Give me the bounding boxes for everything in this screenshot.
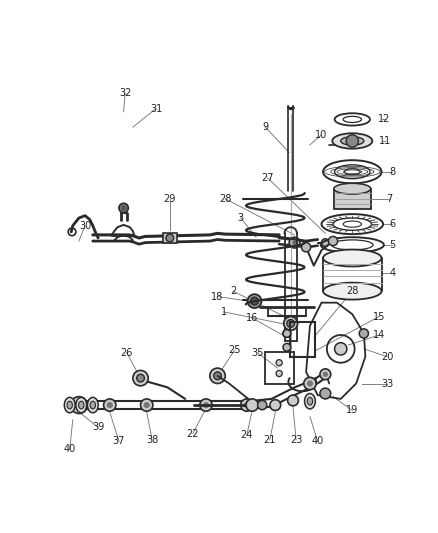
Text: 28: 28 <box>219 193 231 204</box>
Circle shape <box>346 135 358 147</box>
Circle shape <box>320 369 331 379</box>
Text: 4: 4 <box>389 269 396 278</box>
Text: 15: 15 <box>373 311 385 321</box>
Text: 16: 16 <box>246 313 258 323</box>
Text: 24: 24 <box>240 430 253 440</box>
Circle shape <box>133 370 148 386</box>
Text: 21: 21 <box>264 435 276 445</box>
Text: 12: 12 <box>378 115 391 124</box>
Text: 30: 30 <box>79 221 91 231</box>
Text: 7: 7 <box>386 193 392 204</box>
Ellipse shape <box>304 393 315 409</box>
Text: 23: 23 <box>290 435 302 445</box>
Ellipse shape <box>323 282 381 300</box>
Circle shape <box>323 372 328 377</box>
Text: 19: 19 <box>346 406 358 415</box>
Text: 39: 39 <box>92 422 104 432</box>
Text: 40: 40 <box>64 444 76 454</box>
Text: 2: 2 <box>230 286 236 296</box>
Circle shape <box>276 370 282 377</box>
Text: 8: 8 <box>389 167 396 177</box>
Circle shape <box>284 317 298 330</box>
Text: 3: 3 <box>237 213 244 223</box>
Text: 35: 35 <box>251 348 264 358</box>
Text: 5: 5 <box>389 240 396 250</box>
Circle shape <box>240 399 253 411</box>
Bar <box>290 322 314 357</box>
Circle shape <box>328 237 338 246</box>
Ellipse shape <box>64 398 75 413</box>
Ellipse shape <box>88 398 98 413</box>
Ellipse shape <box>67 401 72 409</box>
Circle shape <box>107 402 113 408</box>
Ellipse shape <box>332 133 372 149</box>
Text: 32: 32 <box>119 88 131 98</box>
Bar <box>265 352 294 384</box>
Circle shape <box>283 329 291 337</box>
Text: 33: 33 <box>381 378 393 389</box>
Circle shape <box>270 400 281 410</box>
Circle shape <box>247 294 261 308</box>
Text: 10: 10 <box>315 130 328 140</box>
Circle shape <box>258 400 267 410</box>
Circle shape <box>103 399 116 411</box>
Circle shape <box>276 360 282 366</box>
Circle shape <box>335 343 347 355</box>
Circle shape <box>320 388 331 399</box>
Text: 31: 31 <box>150 103 162 114</box>
Circle shape <box>307 381 313 386</box>
Circle shape <box>200 399 212 411</box>
Ellipse shape <box>341 137 364 145</box>
Circle shape <box>119 203 128 213</box>
Circle shape <box>288 395 298 406</box>
Circle shape <box>292 240 297 245</box>
Ellipse shape <box>307 398 313 405</box>
Circle shape <box>321 239 329 246</box>
Circle shape <box>304 377 316 390</box>
Circle shape <box>287 320 294 327</box>
Circle shape <box>75 401 83 409</box>
Circle shape <box>141 399 153 411</box>
Circle shape <box>289 237 300 248</box>
Text: 20: 20 <box>381 352 393 361</box>
Circle shape <box>251 297 258 305</box>
Circle shape <box>203 402 209 408</box>
Text: 27: 27 <box>261 173 274 183</box>
Ellipse shape <box>76 398 87 413</box>
Text: 28: 28 <box>346 286 358 296</box>
Text: 11: 11 <box>378 136 391 146</box>
Text: 6: 6 <box>389 219 396 229</box>
Text: 14: 14 <box>373 330 385 340</box>
Circle shape <box>244 402 250 408</box>
Bar <box>163 232 177 244</box>
Circle shape <box>210 368 225 384</box>
Circle shape <box>166 234 173 242</box>
Circle shape <box>301 243 311 252</box>
Text: 38: 38 <box>146 435 158 445</box>
Text: 1: 1 <box>221 307 227 317</box>
Circle shape <box>71 397 88 414</box>
Text: 22: 22 <box>187 429 199 439</box>
Circle shape <box>346 142 352 148</box>
Ellipse shape <box>78 401 84 409</box>
Text: 26: 26 <box>120 348 133 358</box>
Circle shape <box>283 329 291 337</box>
Text: 37: 37 <box>113 436 125 446</box>
Text: 29: 29 <box>164 193 176 204</box>
Circle shape <box>246 399 258 411</box>
Circle shape <box>283 343 291 351</box>
Ellipse shape <box>323 249 381 266</box>
Circle shape <box>214 372 221 379</box>
Circle shape <box>120 205 127 211</box>
Text: 25: 25 <box>228 345 241 356</box>
Circle shape <box>137 374 145 382</box>
Circle shape <box>359 329 368 338</box>
Text: 9: 9 <box>262 122 268 132</box>
Circle shape <box>144 402 150 408</box>
Ellipse shape <box>334 183 371 194</box>
Text: 40: 40 <box>311 436 324 446</box>
Ellipse shape <box>90 401 95 409</box>
Bar <box>334 189 371 209</box>
Text: 18: 18 <box>212 292 224 302</box>
